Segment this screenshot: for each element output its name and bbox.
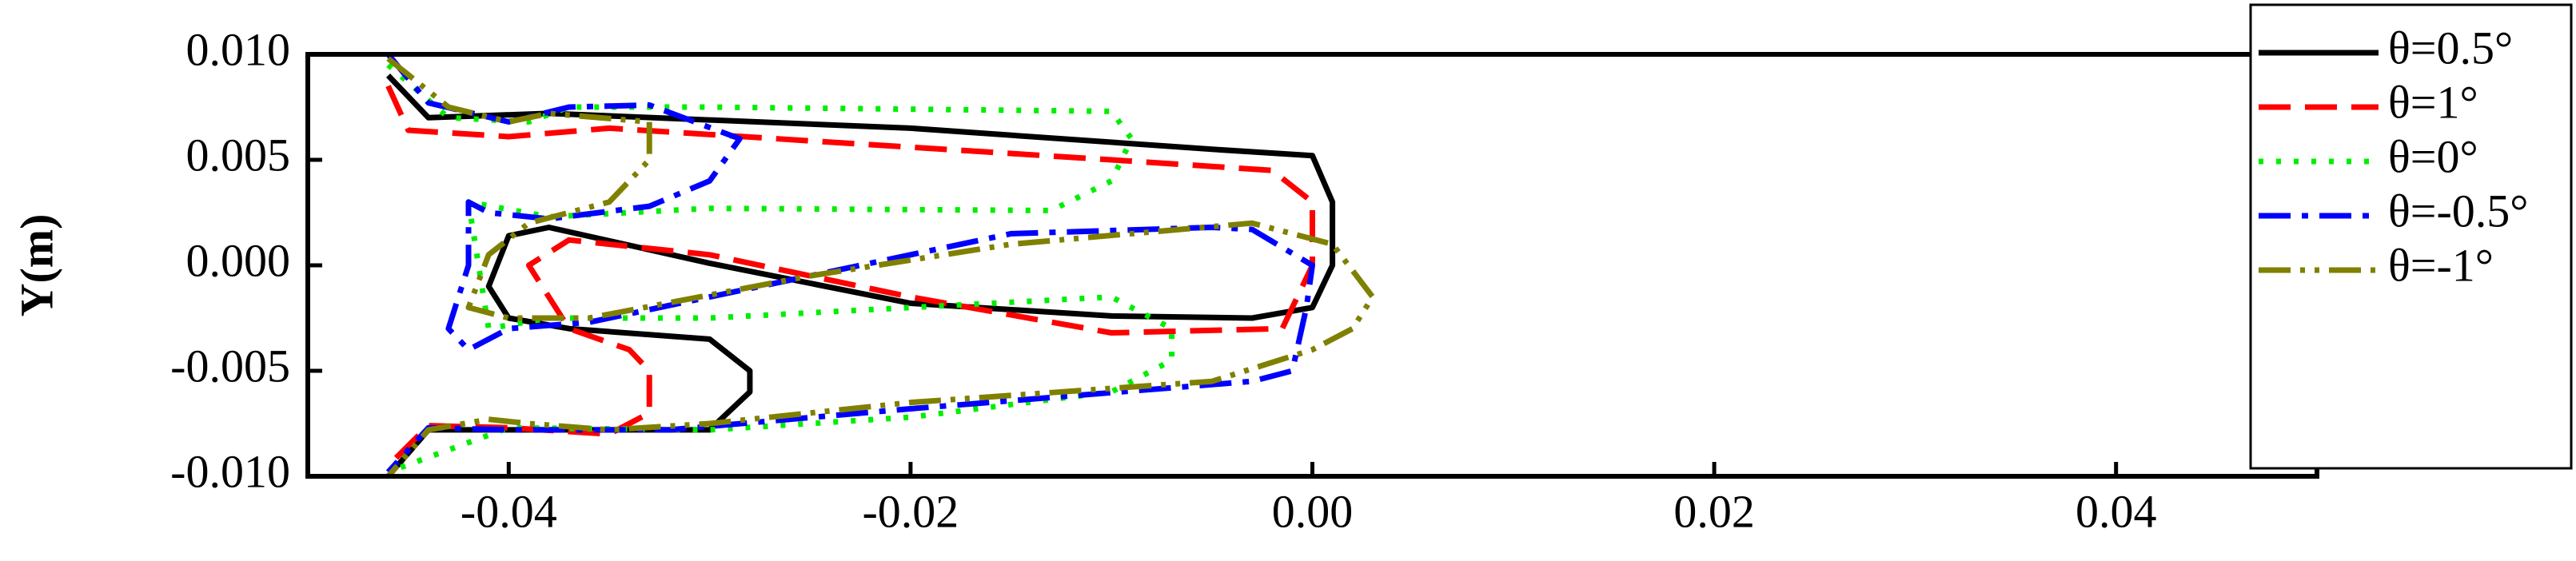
- y-axis-label: Y(m): [10, 214, 62, 317]
- legend-box: [2249, 3, 2573, 470]
- series-line: [385, 56, 1376, 479]
- x-tick-label: -0.04: [461, 485, 557, 537]
- y-tick-label: 0.000: [186, 234, 291, 286]
- legend-label: θ=0.5°: [2388, 22, 2513, 74]
- y-tick-label: 0.005: [186, 129, 291, 181]
- x-tick-label: 0.04: [2076, 485, 2157, 537]
- x-tick-label: 0.02: [1673, 485, 1755, 537]
- legend-label: θ=-0.5°: [2388, 185, 2529, 237]
- y-tick-label: 0.010: [186, 23, 291, 75]
- y-tick-label: -0.010: [170, 445, 290, 497]
- x-tick-label: -0.02: [862, 485, 959, 537]
- y-tick-label: -0.005: [170, 340, 290, 392]
- legend-label: θ=-1°: [2388, 239, 2494, 291]
- legend-label: θ=1°: [2388, 76, 2478, 128]
- legend-label: θ=0°: [2388, 130, 2478, 182]
- series-line: [386, 62, 1175, 475]
- series-line: [385, 52, 1315, 475]
- x-tick-label: 0.00: [1272, 485, 1354, 537]
